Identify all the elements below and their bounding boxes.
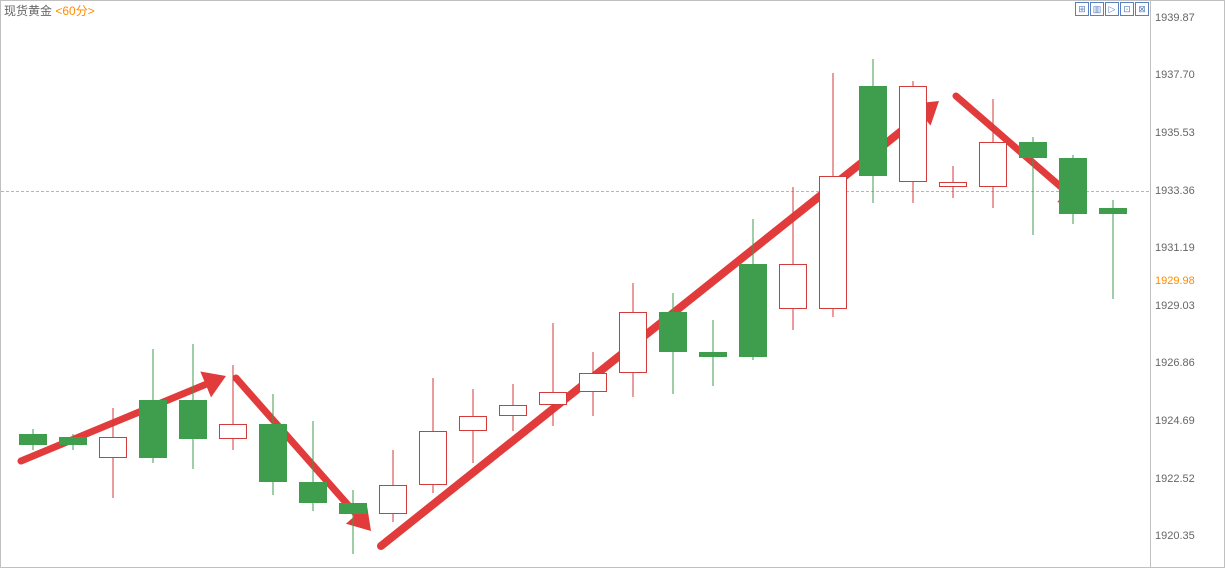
- candle[interactable]: [899, 1, 927, 567]
- candle-body: [939, 182, 967, 187]
- candle[interactable]: [299, 1, 327, 567]
- candle[interactable]: [219, 1, 247, 567]
- ytick-label: 1931.19: [1155, 242, 1195, 254]
- candle-body: [579, 373, 607, 392]
- candle-body: [379, 485, 407, 514]
- candle[interactable]: [779, 1, 807, 567]
- candle[interactable]: [739, 1, 767, 567]
- candle[interactable]: [59, 1, 87, 567]
- candle-body: [219, 424, 247, 440]
- candle[interactable]: [699, 1, 727, 567]
- candle[interactable]: [259, 1, 287, 567]
- candle-body: [659, 312, 687, 352]
- candle-body: [459, 416, 487, 432]
- trend-arrows-layer: [1, 1, 1149, 567]
- candle[interactable]: [499, 1, 527, 567]
- candle-body: [139, 400, 167, 458]
- candle[interactable]: [939, 1, 967, 567]
- candle-body: [59, 437, 87, 445]
- candle-wick: [1113, 200, 1114, 298]
- candle[interactable]: [419, 1, 447, 567]
- candle-body: [979, 142, 1007, 187]
- current-price-line: [1, 191, 1149, 192]
- candle-wick: [553, 323, 554, 427]
- candle-body: [1019, 142, 1047, 158]
- candle[interactable]: [539, 1, 567, 567]
- candle-wick: [353, 490, 354, 554]
- candle[interactable]: [579, 1, 607, 567]
- candle-body: [1059, 158, 1087, 214]
- candle-body: [779, 264, 807, 309]
- candle[interactable]: [659, 1, 687, 567]
- candle-body: [19, 434, 47, 445]
- ytick-current-price: 1929.98: [1155, 275, 1195, 287]
- candle[interactable]: [1059, 1, 1087, 567]
- candle[interactable]: [459, 1, 487, 567]
- candle[interactable]: [819, 1, 847, 567]
- candle-body: [859, 86, 887, 176]
- ytick-label: 1935.53: [1155, 127, 1195, 139]
- candle[interactable]: [1019, 1, 1047, 567]
- ytick-label: 1922.52: [1155, 473, 1195, 485]
- candle[interactable]: [979, 1, 1007, 567]
- candle[interactable]: [379, 1, 407, 567]
- candle[interactable]: [339, 1, 367, 567]
- ytick-label: 1939.87: [1155, 12, 1195, 24]
- candle-body: [539, 392, 567, 405]
- chart-plot-area[interactable]: [1, 1, 1149, 567]
- candle-body: [739, 264, 767, 357]
- ytick-label: 1924.69: [1155, 415, 1195, 427]
- candle-body: [259, 424, 287, 482]
- candle-body: [179, 400, 207, 440]
- candle-body: [299, 482, 327, 503]
- candle-body: [819, 176, 847, 309]
- candle-body: [99, 437, 127, 458]
- price-axis: 1939.87 1937.70 1935.53 1933.36 1931.19 1929.…: [1150, 1, 1225, 567]
- ytick-label: 1937.70: [1155, 69, 1195, 81]
- candle[interactable]: [99, 1, 127, 567]
- candle[interactable]: [859, 1, 887, 567]
- candle-body: [339, 503, 367, 514]
- ytick-label: 1933.36: [1155, 185, 1195, 197]
- candle[interactable]: [619, 1, 647, 567]
- candle[interactable]: [179, 1, 207, 567]
- candle-body: [699, 352, 727, 357]
- candle-body: [419, 431, 447, 484]
- ytick-label: 1926.86: [1155, 357, 1195, 369]
- candle[interactable]: [19, 1, 47, 567]
- trend-arrow-shaft: [956, 96, 1073, 197]
- candle-body: [499, 405, 527, 416]
- ytick-label: 1929.03: [1155, 300, 1195, 312]
- candle-body: [619, 312, 647, 373]
- candle-body: [899, 86, 927, 182]
- candle[interactable]: [1099, 1, 1127, 567]
- candle-body: [1099, 208, 1127, 213]
- ytick-label: 1920.35: [1155, 530, 1195, 542]
- candle[interactable]: [139, 1, 167, 567]
